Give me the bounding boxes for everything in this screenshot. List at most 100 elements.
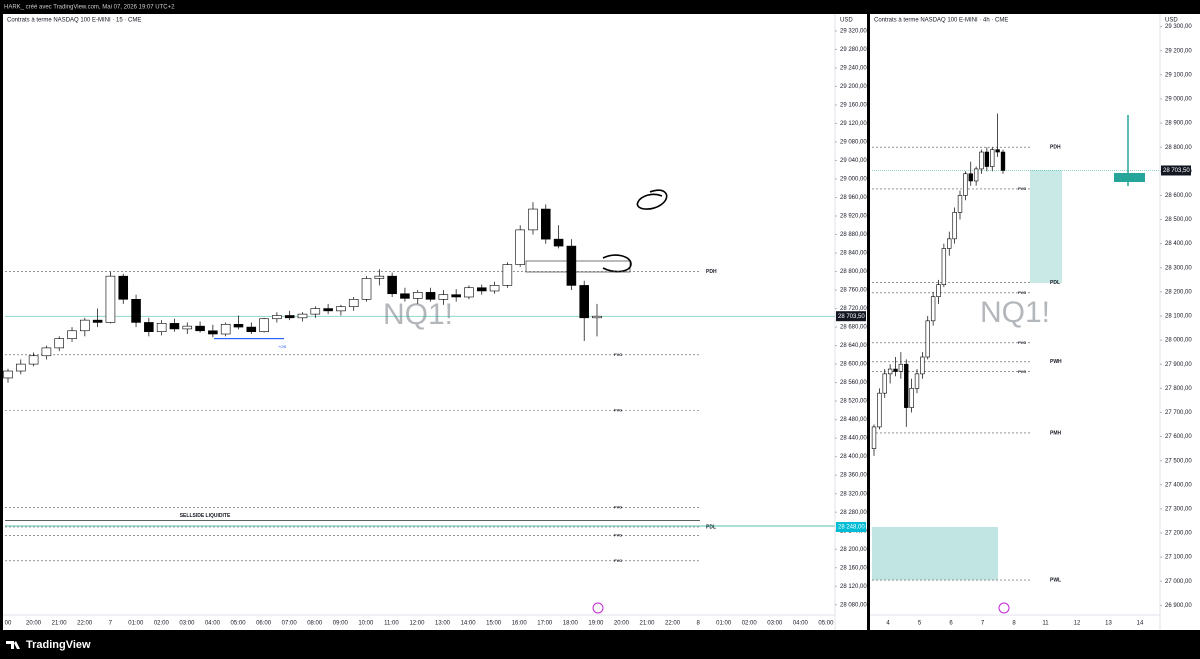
candle-body [920, 356, 925, 375]
y-tick-label: 29 300,00 [1165, 24, 1192, 30]
level-label: FVG [614, 407, 622, 412]
level-label: PWH [1050, 359, 1062, 365]
candle-body [284, 315, 295, 319]
candle-body [871, 426, 877, 449]
x-tick-label: 7 [981, 621, 985, 627]
icon [592, 602, 604, 614]
candle-body [579, 285, 589, 319]
y-tick-label: 28 900,00 [1165, 121, 1192, 127]
candle-body [118, 275, 129, 300]
candle-body [541, 208, 551, 240]
level-label: PDH [706, 269, 717, 275]
y-tick-label: 28 800,00 [840, 269, 867, 275]
y-tick-label: 27 200,00 [1165, 531, 1192, 537]
candle-body [144, 322, 154, 332]
candle-body [963, 173, 968, 196]
candle-body [1000, 151, 1006, 171]
level-label: FVG [614, 352, 622, 357]
candle-body [941, 248, 947, 285]
candle-body [502, 264, 513, 286]
x-tick-label: 15:00 [486, 621, 502, 627]
annotation: +OB [278, 344, 286, 349]
y-tick-label: 27 500,00 [1165, 458, 1192, 464]
y-tick-label: 28 840,00 [840, 251, 867, 257]
y-tick-label: 27 100,00 [1165, 555, 1192, 561]
y-tick-label: 29 280,00 [840, 47, 867, 53]
level-label: FVG [1018, 290, 1026, 295]
y-tick-label: 28 000,00 [1165, 338, 1192, 344]
y-tick-label: 28 500,00 [1165, 217, 1192, 223]
y-tick-label: 29 100,00 [1165, 72, 1192, 78]
x-tick-label: 20:00 [26, 621, 42, 627]
watermark: NQ1! [980, 296, 1050, 329]
zone [872, 527, 998, 580]
x-tick-label: 10:00 [358, 621, 374, 627]
price-tag-label: 28 248,00 [838, 525, 865, 531]
x-tick-label: 05:00 [231, 621, 247, 627]
x-tick-label: 12:00 [409, 621, 425, 627]
candle-body [882, 373, 887, 394]
order-block [214, 338, 284, 340]
candle-body [156, 323, 167, 332]
price-tag-label: 28 703,50 [838, 314, 865, 320]
y-tick-label: 28 920,00 [840, 214, 867, 220]
candle-body [887, 368, 893, 375]
level-label: PWL [1050, 577, 1061, 583]
y-tick-label: 28 600,00 [840, 362, 867, 368]
candle-body [80, 319, 90, 332]
y-tick-label: 27 300,00 [1165, 506, 1192, 512]
level-label: FVG [614, 505, 622, 510]
price-tag [836, 521, 866, 532]
candle-body [246, 326, 257, 332]
candle-body [904, 363, 909, 408]
icon [998, 602, 1010, 614]
candle-body [323, 308, 333, 312]
level-label: PDL [1050, 280, 1060, 286]
candle-body [387, 275, 397, 295]
y-tick-label: 28 880,00 [840, 232, 867, 238]
y-tick-label: 28 720,00 [840, 306, 867, 312]
level-label: FVG [614, 558, 622, 563]
level-label: PMH [1050, 430, 1062, 436]
candle-body [310, 308, 321, 315]
candle-body [979, 151, 984, 170]
x-tick-label: 5 [918, 621, 922, 627]
candle-body [374, 275, 385, 279]
candle-body [259, 318, 269, 332]
x-tick-label: 07:00 [282, 621, 298, 627]
x-tick-label: 6 [949, 621, 953, 627]
y-tick-label: 28 300,00 [1165, 265, 1192, 271]
x-tick-label: 09:00 [333, 621, 349, 627]
y-tick-label: 28 100,00 [1165, 314, 1192, 320]
currency: USD [840, 18, 853, 24]
y-tick-label: 28 680,00 [840, 325, 867, 331]
candle-body [438, 294, 449, 300]
x-tick-label: 02:00 [154, 621, 170, 627]
candle-body [182, 325, 193, 330]
y-tick-label: 27 800,00 [1165, 386, 1192, 392]
x-tick-label: 8 [1012, 621, 1016, 627]
header: HARK_ créé avec TradingView.com, Mai 07,… [4, 5, 175, 11]
candle-body [16, 363, 26, 372]
x-tick-label: 14 [1137, 621, 1144, 627]
x-tick-label: 02:00 [742, 621, 758, 627]
y-tick-label: 28 160,00 [840, 565, 867, 571]
candle-body [41, 347, 52, 357]
brand: TradingView [26, 639, 91, 651]
y-tick-label: 27 000,00 [1165, 579, 1192, 585]
y-tick-label: 29 320,00 [840, 28, 867, 34]
y-tick-label: 29 200,00 [1165, 48, 1192, 54]
x-tick-label: 11 [1042, 621, 1049, 627]
x-tick-label: 11:00 [384, 621, 399, 627]
candle-body [297, 313, 308, 319]
candle-body [893, 368, 898, 372]
candle-body [984, 151, 990, 167]
candle-body [553, 238, 564, 247]
candle-body [336, 306, 346, 312]
candle-body [947, 238, 952, 249]
candle-body [909, 388, 914, 408]
projection [1114, 173, 1145, 182]
y-tick-label: 28 200,00 [1165, 289, 1192, 295]
y-tick-label: 28 520,00 [840, 399, 867, 405]
